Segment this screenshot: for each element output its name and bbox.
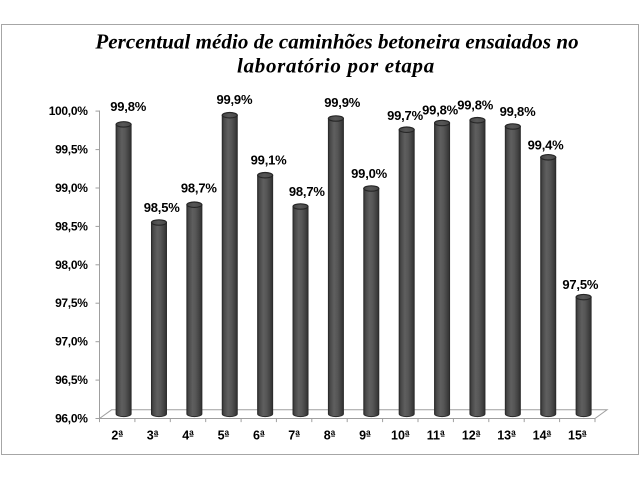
svg-text:13ª: 13ª — [497, 429, 516, 443]
svg-text:5ª: 5ª — [218, 429, 230, 443]
svg-text:14ª: 14ª — [533, 429, 552, 443]
svg-text:98,7%: 98,7% — [289, 184, 326, 199]
svg-text:99,7%: 99,7% — [387, 108, 424, 123]
svg-text:99,5%: 99,5% — [55, 143, 88, 157]
svg-text:98,0%: 98,0% — [55, 258, 88, 272]
svg-text:99,8%: 99,8% — [457, 98, 494, 113]
svg-text:97,5%: 97,5% — [55, 296, 88, 310]
svg-text:99,8%: 99,8% — [422, 103, 459, 118]
svg-text:7ª: 7ª — [288, 429, 300, 443]
svg-text:4ª: 4ª — [182, 429, 194, 443]
svg-text:98,7%: 98,7% — [181, 181, 218, 196]
svg-text:15ª: 15ª — [568, 429, 587, 443]
svg-text:99,9%: 99,9% — [324, 95, 361, 110]
svg-text:100,0%: 100,0% — [49, 104, 89, 118]
svg-text:9ª: 9ª — [359, 429, 371, 443]
svg-text:99,0%: 99,0% — [351, 166, 388, 181]
svg-text:2ª: 2ª — [111, 429, 123, 443]
svg-text:99,9%: 99,9% — [216, 92, 253, 107]
svg-text:98,5%: 98,5% — [144, 200, 181, 215]
svg-text:Percentual médio de caminhões: Percentual médio de caminhões betoneira … — [94, 30, 578, 54]
svg-text:99,8%: 99,8% — [500, 104, 537, 119]
svg-text:6ª: 6ª — [253, 429, 265, 443]
svg-text:97,0%: 97,0% — [55, 335, 88, 349]
svg-text:12ª: 12ª — [462, 429, 481, 443]
svg-text:99,8%: 99,8% — [110, 99, 147, 114]
svg-text:8ª: 8ª — [324, 429, 336, 443]
svg-text:10ª: 10ª — [391, 429, 410, 443]
svg-text:96,5%: 96,5% — [55, 373, 88, 387]
svg-text:11ª: 11ª — [427, 429, 445, 443]
svg-text:98,5%: 98,5% — [55, 219, 88, 233]
svg-text:96,0%: 96,0% — [55, 412, 88, 426]
svg-text:99,1%: 99,1% — [251, 153, 288, 168]
svg-text:laboratório por etapa: laboratório por etapa — [237, 54, 435, 78]
svg-text:99,0%: 99,0% — [55, 181, 88, 195]
svg-text:3ª: 3ª — [147, 429, 159, 443]
svg-text:99,4%: 99,4% — [528, 137, 565, 152]
svg-text:97,5%: 97,5% — [562, 277, 599, 292]
